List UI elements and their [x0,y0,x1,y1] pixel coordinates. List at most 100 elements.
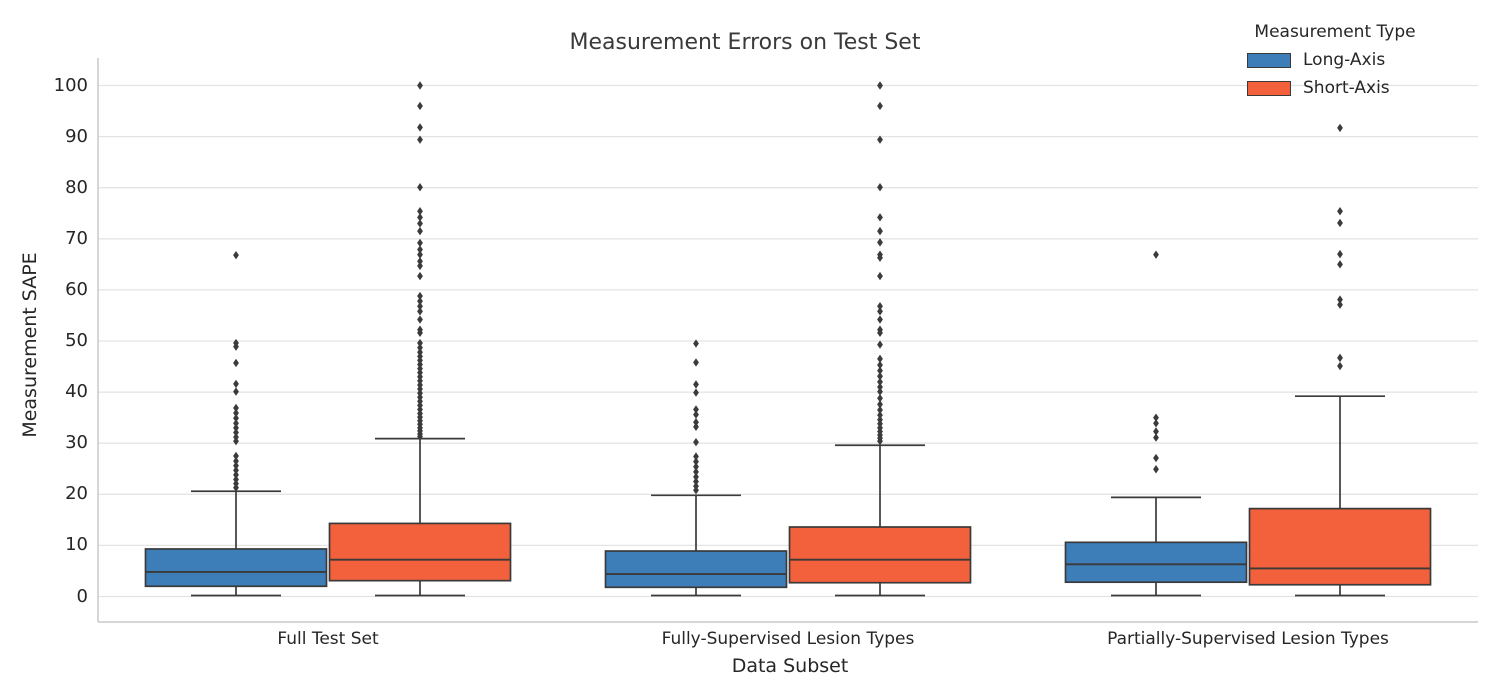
outlier-diamond [1337,207,1343,216]
outlier-diamond [877,302,883,311]
outlier-diamond [417,257,423,266]
outlier-diamond [233,250,239,260]
outlier-diamond [877,135,883,144]
outlier-diamond [233,419,239,428]
outlier-diamond [693,467,699,477]
outlier-diamond [693,358,699,367]
outlier-diamond [693,339,699,348]
outlier-diamond [877,271,883,281]
outliers-short-axis-fully-supervised-lesion-types [877,81,883,446]
series-long-axis [144,250,1248,597]
outlier-diamond [693,477,699,486]
legend-label-short-axis: Short-Axis [1303,78,1390,98]
outlier-diamond [233,403,239,413]
box-short-axis-partially-supervised-lesion-types [1248,123,1432,597]
y-tick-label-90: 90 [65,125,88,147]
box-rect [1064,541,1248,584]
y-tick-label-70: 70 [65,227,88,249]
outlier-diamond [233,358,239,368]
outlier-diamond [693,418,699,427]
box-short-axis-full-test-set [328,81,512,597]
outlier-diamond [1153,465,1159,474]
outlier-diamond [233,387,239,396]
outlier-diamond [693,457,699,466]
x-tick-label: Fully-Supervised Lesion Types [661,629,915,649]
outlier-diamond [1153,433,1159,442]
series-short-axis [328,81,1432,597]
outlier-diamond [1337,218,1343,228]
outlier-diamond [1337,353,1343,363]
outlier-diamond [877,394,883,403]
outlier-diamond [1337,123,1343,133]
x-axis-label: Data Subset [731,655,849,677]
chart-title: Measurement Errors on Test Set [569,30,921,55]
outlier-diamond [693,437,699,447]
outlier-diamond [417,123,423,132]
outlier-diamond [417,338,423,348]
outlier-diamond [1153,427,1159,436]
outlier-diamond [877,253,883,262]
outlier-diamond [1153,413,1159,422]
outlier-diamond [877,400,883,409]
outlier-diamond [1337,361,1343,371]
outliers-short-axis-partially-supervised-lesion-types [1337,123,1343,371]
outlier-diamond [417,328,423,338]
outliers-long-axis-fully-supervised-lesion-types [693,339,699,495]
legend-title: Measurement Type [1254,22,1416,42]
outlier-diamond [417,271,423,281]
box-long-axis-fully-supervised-lesion-types [604,339,788,597]
legend-item-long-axis: Long-Axis [1247,50,1445,70]
box-rect [604,550,788,589]
y-tick-label-0: 0 [76,585,88,607]
outlier-diamond [417,302,423,311]
outlier-diamond [693,422,699,432]
outlier-diamond [417,219,423,228]
outlier-diamond [877,101,883,111]
outlier-diamond [233,470,239,480]
outlier-diamond [417,261,423,271]
outlier-diamond [417,296,423,306]
outlier-diamond [877,382,883,392]
outlier-diamond [233,428,239,437]
outlier-diamond [1153,419,1159,428]
outlier-diamond [233,413,239,423]
outlier-diamond [877,360,883,370]
outlier-diamond [877,410,883,420]
outliers-long-axis-full-test-set [233,250,239,492]
legend-item-short-axis: Short-Axis [1247,78,1445,98]
y-tick-label-30: 30 [65,432,88,454]
legend-swatch-short-axis [1247,80,1291,96]
outlier-diamond [877,213,883,222]
outlier-diamond [417,182,423,192]
box-long-axis-full-test-set [144,250,328,597]
outlier-diamond [877,226,883,236]
box-rect [328,522,512,582]
x-tick-label: Full Test Set [277,629,379,649]
outlier-diamond [877,182,883,192]
outlier-diamond [693,410,699,419]
legend: Measurement Type Long-Axis Short-Axis [1225,22,1445,106]
outlier-diamond [1337,249,1343,259]
outlier-diamond [1153,453,1159,463]
outlier-diamond [1337,295,1343,304]
outlier-diamond [233,461,239,470]
y-tick-label-80: 80 [65,176,88,198]
outlier-diamond [1153,250,1159,259]
y-tick-label-60: 60 [65,278,88,300]
x-tick-label: Partially-Supervised Lesion Types [1107,629,1389,649]
y-tick-label-40: 40 [65,381,88,403]
box-long-axis-partially-supervised-lesion-types [1064,250,1248,597]
box-rect [144,548,328,588]
outlier-diamond [233,408,239,418]
outlier-diamond [693,405,699,414]
legend-label-long-axis: Long-Axis [1303,50,1386,70]
outlier-diamond [877,315,883,324]
outlier-diamond [877,377,883,387]
outlier-diamond [877,81,883,90]
outlier-diamond [233,483,239,492]
outlier-diamond [417,135,423,144]
outlier-diamond [877,328,883,338]
outlier-diamond [417,101,423,111]
y-tick-label-10: 10 [65,534,88,556]
